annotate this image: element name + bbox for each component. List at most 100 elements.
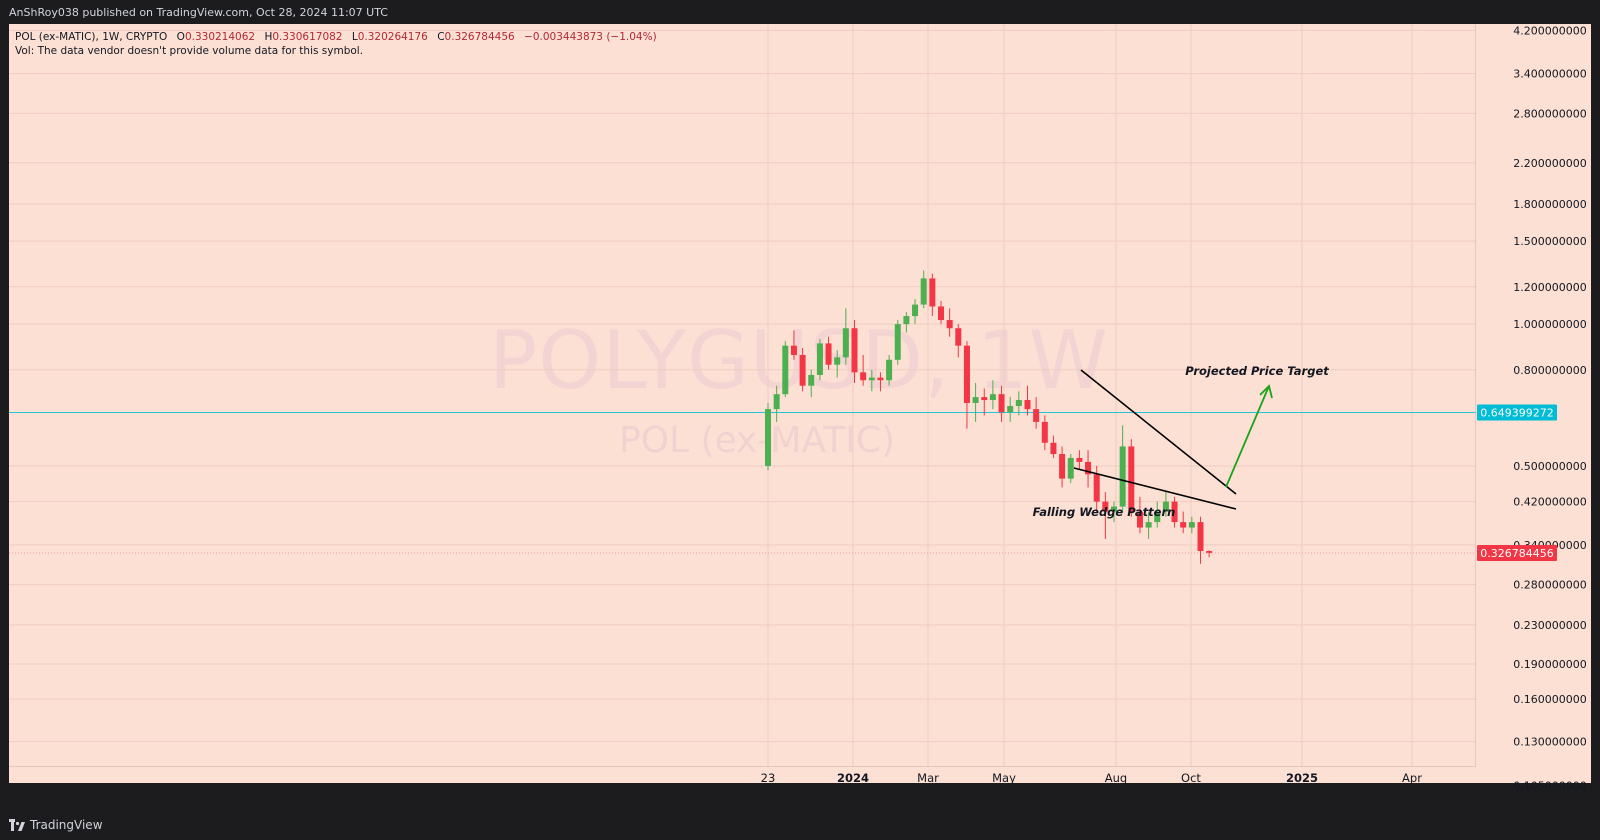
candle-body bbox=[929, 278, 936, 307]
candle bbox=[842, 308, 849, 365]
y-tick-label: 3.400000000 bbox=[1513, 68, 1586, 81]
legend-open-label: O bbox=[176, 31, 185, 43]
candle-body bbox=[1102, 501, 1109, 512]
candle bbox=[938, 300, 944, 325]
publisher-bar: AnShRoy038 published on TradingView.com,… bbox=[0, 0, 1600, 24]
candle bbox=[1171, 496, 1178, 528]
candle-body bbox=[989, 394, 996, 401]
y-tick-label: 1.000000000 bbox=[1513, 318, 1586, 331]
candle-body bbox=[1145, 522, 1152, 528]
candle bbox=[790, 330, 797, 360]
y-tick-label: 0.280000000 bbox=[1513, 579, 1586, 592]
candle-body bbox=[799, 354, 806, 386]
candle-body bbox=[1076, 457, 1083, 462]
candle bbox=[1024, 385, 1031, 416]
candle bbox=[1076, 450, 1083, 471]
candle bbox=[834, 350, 841, 378]
legend-low-value: 0.320264176 bbox=[357, 31, 428, 43]
y-tick-label: 0.230000000 bbox=[1513, 619, 1586, 632]
y-tick-label: 0.800000000 bbox=[1513, 364, 1586, 377]
candle-body bbox=[1007, 406, 1014, 413]
candle bbox=[929, 273, 936, 317]
y-tick-label: 0.105000000 bbox=[1513, 779, 1586, 792]
candle-body bbox=[808, 374, 815, 386]
y-tick-label: 0.130000000 bbox=[1513, 736, 1586, 749]
candle bbox=[860, 354, 867, 386]
projection-arrow-shaft bbox=[1225, 385, 1270, 488]
projection-arrow bbox=[1225, 384, 1273, 488]
tradingview-logo[interactable]: TradingView bbox=[9, 818, 103, 832]
candle-body bbox=[1136, 511, 1143, 528]
wedge-lower-line bbox=[1073, 467, 1237, 510]
footer-bar: TradingView bbox=[0, 811, 1600, 840]
candle bbox=[920, 270, 927, 309]
candle-body bbox=[1162, 501, 1169, 512]
candle-body bbox=[912, 304, 919, 317]
candle-body bbox=[998, 394, 1005, 413]
candle bbox=[1059, 446, 1066, 488]
chart-svg[interactable]: Projected Price Target Falling Wedge Patt… bbox=[9, 24, 1507, 783]
y-tick-label: 0.420000000 bbox=[1513, 496, 1586, 509]
legend-high-label: H bbox=[264, 31, 273, 43]
candle bbox=[782, 341, 789, 398]
candle bbox=[1145, 511, 1152, 539]
projection-arrow-head bbox=[1259, 384, 1273, 399]
frame-left bbox=[0, 24, 9, 811]
candle-body bbox=[955, 328, 962, 346]
legend-change: −0.003443873 (−1.04%) bbox=[524, 31, 657, 43]
candle-body bbox=[894, 324, 901, 360]
candle bbox=[868, 369, 875, 392]
chart-pane[interactable]: POLYGUSD, 1W POL (ex-MATIC) Projected Pr… bbox=[9, 24, 1507, 783]
candle bbox=[1111, 501, 1117, 523]
candle bbox=[1102, 492, 1109, 539]
candle-body bbox=[868, 377, 875, 381]
projected-target-label: Projected Price Target bbox=[1185, 364, 1329, 378]
candle bbox=[1188, 516, 1195, 534]
y-tick-label: 1.200000000 bbox=[1513, 281, 1586, 294]
candle bbox=[912, 299, 919, 325]
volume-note: Vol: The data vendor doesn't provide vol… bbox=[15, 45, 364, 57]
candle bbox=[1007, 397, 1014, 422]
tradingview-logo-icon bbox=[9, 819, 25, 831]
pattern-label: Falling Wedge Pattern bbox=[1033, 505, 1176, 519]
candle-body bbox=[1154, 511, 1161, 523]
candle-body bbox=[1050, 442, 1057, 455]
candle bbox=[1154, 501, 1161, 528]
candle bbox=[972, 382, 979, 422]
candle-body bbox=[981, 397, 988, 401]
candle bbox=[851, 320, 858, 383]
candle-body bbox=[1093, 474, 1100, 502]
candle-body bbox=[825, 343, 832, 365]
candle bbox=[765, 403, 771, 471]
watermark-name: POL (ex-MATIC) bbox=[619, 420, 896, 461]
candle bbox=[773, 385, 780, 422]
wedge-upper-line bbox=[1080, 369, 1237, 495]
candle bbox=[1162, 492, 1169, 517]
candle-body bbox=[903, 316, 910, 325]
candle bbox=[816, 338, 823, 381]
candles bbox=[765, 270, 1213, 564]
candle-body bbox=[938, 306, 944, 321]
candle-body bbox=[773, 394, 780, 410]
footer-brand: TradingView bbox=[30, 818, 103, 832]
candle-body bbox=[1024, 400, 1031, 410]
candle-body bbox=[1119, 446, 1126, 507]
candle-body bbox=[842, 328, 849, 358]
candle-body bbox=[920, 278, 927, 305]
candle bbox=[998, 385, 1005, 422]
candle bbox=[1180, 511, 1187, 534]
y-tick-label: 2.800000000 bbox=[1513, 107, 1586, 120]
legend-close-label: C bbox=[437, 31, 445, 43]
currency-button[interactable]: USD bbox=[1510, 28, 1590, 50]
candle-body bbox=[1171, 501, 1178, 523]
candle-body bbox=[1206, 550, 1213, 553]
y-tick-label: 0.500000000 bbox=[1513, 460, 1586, 473]
candle-body bbox=[1067, 457, 1074, 479]
candle-body bbox=[1085, 461, 1092, 475]
legend-close-value: 0.326784456 bbox=[444, 31, 515, 43]
legend-symbol[interactable]: POL (ex-MATIC), 1W, CRYPTO bbox=[15, 31, 168, 43]
candle-body bbox=[1033, 409, 1040, 422]
candle-body bbox=[946, 320, 953, 329]
candle-body bbox=[1128, 446, 1135, 512]
y-tick-label: 0.190000000 bbox=[1513, 658, 1586, 671]
